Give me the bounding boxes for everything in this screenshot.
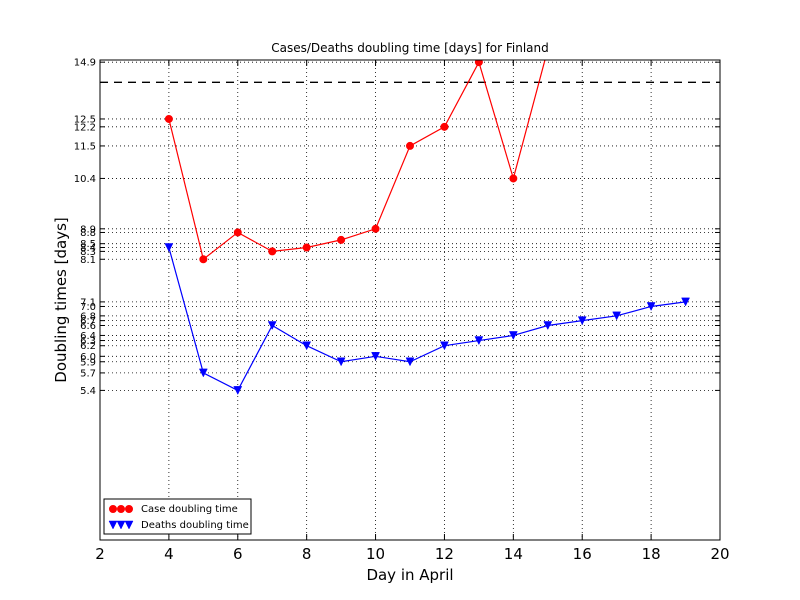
data-point-deaths <box>405 357 415 367</box>
legend-marker-case <box>109 505 133 513</box>
y-tick-label: 6.3 <box>80 336 96 347</box>
y-tick-label: 5.9 <box>80 357 96 368</box>
y-tick-label: 11.5 <box>74 141 96 152</box>
y-tick-label: 7.0 <box>80 302 96 313</box>
x-tick-label: 6 <box>233 545 243 563</box>
legend: Case doubling time Deaths doubling time <box>103 498 252 535</box>
x-tick-label: 20 <box>710 545 729 563</box>
x-tick-label: 10 <box>366 545 385 563</box>
x-axis-label: Day in April <box>366 566 453 584</box>
legend-marker <box>125 505 133 513</box>
data-point-deaths <box>508 331 518 341</box>
y-tick-label: 6.6 <box>80 321 96 332</box>
legend-marker <box>124 520 134 530</box>
plot-frame <box>99 59 721 541</box>
y-tick-label: 12.5 <box>74 114 96 125</box>
data-point-case <box>406 141 414 150</box>
y-tick-label: 8.1 <box>80 255 96 266</box>
data-point-case <box>199 255 208 264</box>
y-tick-label: 14.9 <box>74 58 96 69</box>
data-point-deaths <box>440 341 449 351</box>
legend-label-deaths: Deaths doubling time <box>141 520 249 531</box>
x-tick-label: 18 <box>642 545 661 563</box>
y-tick-label: 6.4 <box>80 331 96 342</box>
y-tick-label: 10.4 <box>74 174 96 185</box>
data-point-deaths <box>302 341 312 351</box>
data-point-case <box>337 235 346 244</box>
legend-marker-deaths <box>108 520 134 530</box>
y-tick-labels: 14.9 12.512.2 11.5 10.4 8.98.88.58.48.38.1 7.… <box>74 58 96 397</box>
x-tick-labels: 2 4 6 8 10 12 14 16 18 20 <box>95 545 729 563</box>
data-point-deaths <box>681 297 690 307</box>
data-point-case <box>474 60 483 67</box>
data-point-case <box>440 122 449 131</box>
data-point-deaths <box>233 386 243 395</box>
data-point-deaths <box>198 368 208 378</box>
data-point-deaths <box>577 316 587 326</box>
y-tick-label: 8.5 <box>80 239 96 250</box>
data-point-case <box>509 174 518 183</box>
legend-marker <box>108 520 118 530</box>
data-point-deaths <box>267 321 277 331</box>
data-point-case <box>164 114 173 123</box>
grid <box>100 60 720 540</box>
tick-marks <box>99 60 721 540</box>
legend-marker <box>117 505 125 513</box>
series-layer <box>164 60 690 395</box>
y-tick-label: 8.8 <box>80 228 96 239</box>
y-tick-label: 6.0 <box>80 352 96 363</box>
data-point-deaths <box>646 302 656 312</box>
chart-title: Cases/Deaths doubling time [days] for Fi… <box>271 41 549 55</box>
x-tick-label: 16 <box>573 545 592 563</box>
x-tick-label: 14 <box>504 545 523 563</box>
x-tick-label: 12 <box>435 545 454 563</box>
data-point-deaths <box>336 357 346 367</box>
data-point-case <box>268 247 277 256</box>
y-tick-label: 12.2 <box>74 122 96 133</box>
x-tick-label: 4 <box>164 545 174 563</box>
series-line-case <box>168 60 546 261</box>
y-tick-label: 6.2 <box>80 341 96 352</box>
data-point-deaths <box>612 311 622 321</box>
data-point-deaths <box>474 336 484 346</box>
data-point-case <box>233 228 242 237</box>
legend-marker <box>109 505 117 513</box>
x-tick-label: 2 <box>95 545 105 563</box>
y-tick-label: 5.7 <box>80 368 96 379</box>
legend-label-case: Case doubling time <box>141 504 238 515</box>
data-point-deaths <box>371 352 380 361</box>
series-line-deaths <box>168 247 686 392</box>
data-point-case <box>371 224 380 233</box>
y-tick-label: 6.8 <box>80 311 96 322</box>
data-point-deaths <box>164 243 174 253</box>
y-tick-label: 8.9 <box>80 224 96 235</box>
y-tick-label: 8.3 <box>80 247 96 258</box>
y-axis-label: Doubling times [days] <box>52 217 70 382</box>
x-tick-label: 8 <box>302 545 312 563</box>
y-tick-label: 5.4 <box>80 386 96 397</box>
data-point-deaths <box>543 321 553 331</box>
legend-marker <box>116 520 126 530</box>
y-tick-label: 6.7 <box>80 316 96 327</box>
y-tick-label: 7.1 <box>80 297 96 308</box>
data-point-case <box>302 243 311 252</box>
y-tick-label: 8.4 <box>80 243 96 254</box>
